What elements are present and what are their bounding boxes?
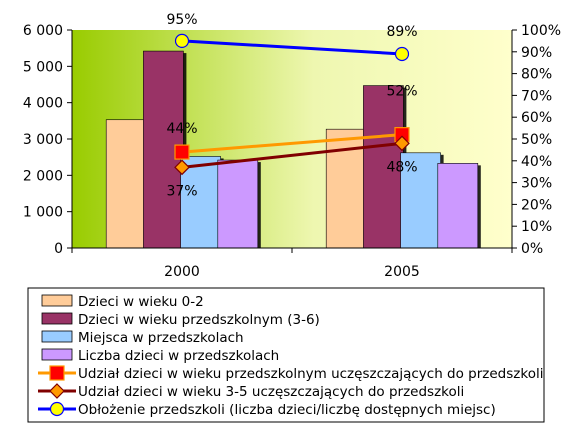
legend-label: Dzieci w wieku przedszkolnym (3-6) (78, 312, 320, 328)
legend-swatch (41, 312, 73, 325)
y-right-tick-label: 30% (521, 176, 552, 192)
x-tick-label: 2005 (384, 264, 420, 280)
legend-marker (49, 401, 65, 417)
y-left-tick-label: 5 000 (23, 59, 63, 75)
data-label: 52% (386, 84, 417, 100)
line-series-2 (181, 39, 403, 56)
y-left-tick-label: 2 000 (23, 168, 63, 184)
bars (105, 50, 481, 249)
y-left-tick-label: 6 000 (23, 23, 63, 39)
y-left-tick-label: 4 000 (23, 96, 63, 112)
data-label: 48% (386, 159, 417, 175)
legend-swatch (41, 294, 73, 307)
line-series-0 (181, 133, 403, 154)
y-right-tick-label: 80% (521, 67, 552, 83)
axes: 0 1 000 2 000 3 000 4 000 5 000 6 000 0% 10% 20% 3… (23, 23, 561, 280)
y-left-tick-label: 1 000 (23, 205, 63, 221)
legend-marker (49, 383, 65, 399)
y-right-tick-label: 20% (521, 197, 552, 213)
bar-2-2005 (400, 152, 441, 249)
line-2-marker (174, 33, 190, 49)
y-right-tick-label: 100% (521, 23, 561, 39)
y-left-tick-label: 3 000 (23, 132, 63, 148)
legend: Dzieci w wieku 0-2 Dzieci w wieku przedsz… (27, 287, 545, 423)
legend-label: Dzieci w wieku 0-2 (78, 294, 204, 310)
bar-3-2000 (217, 159, 259, 249)
bar-0-2000 (105, 119, 147, 249)
line-1-marker (174, 159, 190, 176)
y-right-tick-label: 0% (521, 241, 543, 257)
x-tick-label: 2000 (164, 264, 200, 280)
line-0-marker (174, 144, 190, 160)
data-label: 37% (166, 183, 197, 199)
y-right-tick-label: 60% (521, 110, 552, 126)
y-right-tick-label: 40% (521, 154, 552, 170)
legend-box (27, 287, 545, 423)
bar-3-2005 (437, 163, 479, 249)
legend-label: Udział dzieci w wieku 3-5 uczęszczającyc… (78, 384, 464, 400)
line-series-1 (181, 141, 403, 169)
y-right-tick-label: 90% (521, 45, 552, 61)
bar-2-2000 (180, 156, 221, 249)
legend-marker (49, 365, 65, 381)
legend-label: Miejsca w przedszkolach (78, 330, 244, 346)
data-label: 89% (386, 24, 417, 40)
legend-label: Obłożenie przedszkoli (liczba dzieci/lic… (78, 402, 496, 418)
y-right-tick-label: 50% (521, 132, 552, 148)
data-label: 95% (166, 12, 197, 28)
legend-swatch (41, 348, 73, 361)
legend-swatch (41, 330, 73, 343)
lines: 44% 52% 37% 48% 95% 89% (166, 12, 417, 199)
legend-label: Udział dzieci w wieku przedszkolnym uczę… (78, 366, 543, 382)
y-right-tick-label: 70% (521, 88, 552, 104)
line-1-marker (394, 135, 410, 152)
line-2-marker (394, 46, 410, 62)
legend-label: Liczba dzieci w przedszkolach (78, 348, 279, 364)
data-label: 44% (166, 121, 197, 137)
y-right-tick-label: 10% (521, 219, 552, 235)
y-left-tick-label: 0 (54, 241, 63, 257)
